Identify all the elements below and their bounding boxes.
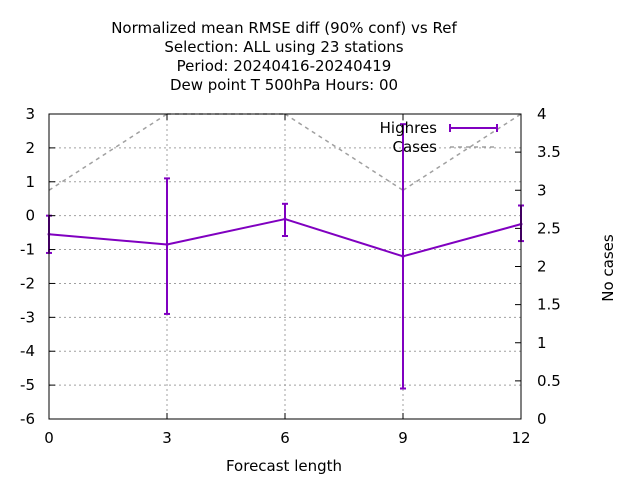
chart-title-line-1: Normalized mean RMSE diff (90% conf) vs … bbox=[111, 19, 457, 37]
y-tick-label: -5 bbox=[20, 376, 35, 394]
y-axis-right: 0 0.5 1 1.5 2 2.5 3 3.5 4 bbox=[515, 105, 561, 428]
legend-label-cases: Cases bbox=[392, 138, 437, 156]
legend-label-highres: Highres bbox=[380, 119, 438, 137]
y-tick-label: -2 bbox=[20, 274, 35, 292]
y-tick-label: 0 bbox=[25, 207, 35, 225]
chart-title-line-3: Period: 20240416-20240419 bbox=[177, 57, 392, 75]
y2-tick-label: 3 bbox=[537, 181, 547, 199]
x-axis-label: Forecast length bbox=[226, 457, 342, 475]
cases-line-segment bbox=[48, 113, 168, 191]
highres-point bbox=[165, 242, 169, 246]
highres-line-segment bbox=[48, 233, 168, 246]
y2-tick-label: 1.5 bbox=[537, 296, 561, 314]
y2-axis-label: No cases bbox=[599, 234, 617, 302]
highres-line-segment bbox=[284, 218, 404, 258]
x-tick-label: 3 bbox=[162, 429, 172, 447]
y-tick-label: -3 bbox=[20, 308, 35, 326]
y-tick-label: -6 bbox=[20, 410, 35, 428]
highres-series bbox=[46, 123, 524, 390]
y-tick-label: 3 bbox=[25, 105, 35, 123]
y2-tick-label: 2 bbox=[537, 258, 547, 276]
y-axis-left: -6 -5 -4 -3 -2 -1 0 1 2 3 bbox=[20, 105, 55, 428]
y-tick-label: -4 bbox=[20, 342, 35, 360]
highres-line-segment bbox=[166, 218, 286, 246]
chart-title-block: Normalized mean RMSE diff (90% conf) vs … bbox=[111, 19, 457, 94]
y2-tick-label: 4 bbox=[537, 105, 547, 123]
highres-point bbox=[283, 217, 287, 221]
chart-title-line-4: Dew point T 500hPa Hours: 00 bbox=[170, 76, 398, 94]
y2-tick-label: 2.5 bbox=[537, 219, 561, 237]
x-tick-label: 0 bbox=[44, 429, 54, 447]
highres-point bbox=[401, 254, 405, 258]
y-tick-label: -1 bbox=[20, 241, 35, 259]
highres-line-segment bbox=[402, 223, 522, 258]
y-tick-label: 1 bbox=[25, 173, 35, 191]
y2-tick-label: 1 bbox=[537, 334, 547, 352]
y2-tick-label: 0 bbox=[537, 410, 547, 428]
x-axis: 0 3 6 9 12 bbox=[44, 114, 531, 447]
y2-tick-label: 0.5 bbox=[537, 372, 561, 390]
y-tick-label: 2 bbox=[25, 139, 35, 157]
x-tick-label: 12 bbox=[511, 429, 530, 447]
x-tick-label: 6 bbox=[280, 429, 290, 447]
x-tick-label: 9 bbox=[398, 429, 408, 447]
chart-title-line-2: Selection: ALL using 23 stations bbox=[164, 38, 403, 56]
y2-tick-label: 3.5 bbox=[537, 143, 561, 161]
